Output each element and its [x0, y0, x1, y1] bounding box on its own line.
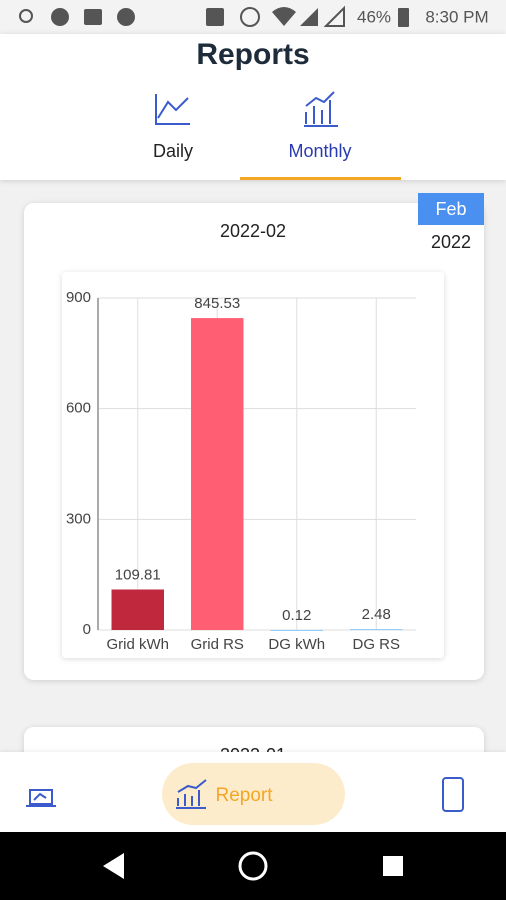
card-title: 2022-02: [220, 221, 286, 241]
tab-label: Monthly: [288, 141, 351, 161]
bar: [270, 629, 323, 631]
tab-icon: [155, 94, 190, 125]
x-tick-label: DG RS: [352, 636, 400, 653]
x-tick-label: Grid kWh: [106, 636, 169, 653]
value-label: 845.53: [194, 295, 240, 312]
y-tick-label: 0: [83, 621, 91, 638]
badge-year: 2022: [431, 232, 471, 252]
tab-icon: [304, 91, 338, 127]
bar: [111, 589, 164, 630]
y-tick-label: 600: [66, 400, 91, 417]
home-button[interactable]: [238, 851, 268, 881]
back-button[interactable]: [103, 853, 124, 879]
bar: [350, 629, 403, 631]
tab-monthly[interactable]: Monthly: [240, 91, 401, 180]
x-tick-label: DG kWh: [268, 636, 325, 653]
nav-dashboard[interactable]: [26, 789, 56, 807]
chart: 0 300 600 900 Grid kWh 109.81 Grid RS 845.53 DG …: [66, 289, 416, 653]
value-label: 0.12: [282, 607, 311, 624]
nav-report[interactable]: [162, 763, 345, 825]
tab-daily[interactable]: Daily: [153, 94, 193, 161]
month-badge[interactable]: [418, 193, 484, 225]
chart-panel: [62, 272, 444, 658]
badge-month: Feb: [435, 199, 466, 219]
nav-icon: [176, 779, 207, 809]
recents-button[interactable]: [383, 856, 403, 876]
tab-label: Daily: [153, 141, 193, 161]
system-nav: [0, 832, 506, 900]
x-tick-label: Grid RS: [191, 636, 244, 653]
y-tick-label: 900: [66, 289, 91, 306]
tab-indicator: [240, 177, 401, 180]
bar: [191, 318, 244, 630]
page-title: Reports: [196, 38, 309, 71]
nav-device[interactable]: [442, 777, 464, 812]
clock: 8:30 PM: [425, 7, 488, 26]
value-label: 109.81: [115, 566, 161, 583]
y-tick-label: 300: [66, 510, 91, 527]
battery-text: 46%: [357, 7, 391, 26]
status-icons: [19, 5, 409, 27]
value-label: 2.48: [362, 606, 391, 623]
nav-label: Report: [215, 785, 273, 806]
header: [0, 34, 506, 180]
